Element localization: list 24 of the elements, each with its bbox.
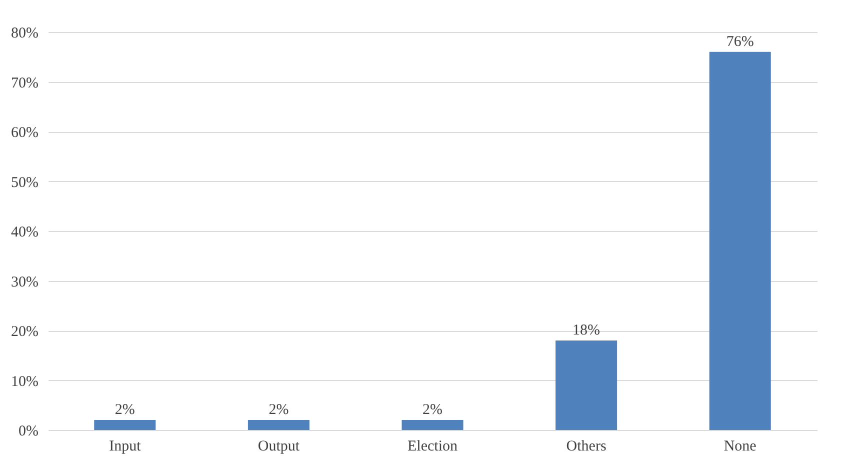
y-tick-label: 80%	[11, 26, 38, 42]
x-tick-label: Output	[258, 438, 300, 454]
bar	[709, 52, 771, 430]
data-label: 18%	[572, 322, 600, 338]
y-tick-label: 50%	[11, 174, 38, 191]
y-tick-label: 20%	[11, 324, 38, 340]
bar	[402, 420, 464, 430]
y-tick-label: 30%	[11, 274, 38, 290]
x-tick-label: Input	[109, 438, 142, 454]
data-label: 2%	[422, 402, 442, 418]
y-tick-label: 40%	[11, 224, 38, 240]
data-label: 2%	[114, 402, 135, 418]
bar	[94, 420, 156, 430]
data-label: 76%	[726, 34, 754, 50]
x-tick-label: Others	[566, 438, 606, 454]
y-tick-label: 10%	[11, 374, 38, 390]
y-tick-label: 60%	[11, 125, 38, 141]
data-label: 2%	[268, 402, 289, 418]
x-tick-label: Election	[408, 438, 458, 454]
y-tick-label: 0%	[18, 424, 38, 440]
y-tick-label: 70%	[11, 75, 38, 92]
x-tick-label: None	[724, 438, 757, 454]
bar	[248, 420, 310, 430]
bar	[556, 340, 618, 430]
